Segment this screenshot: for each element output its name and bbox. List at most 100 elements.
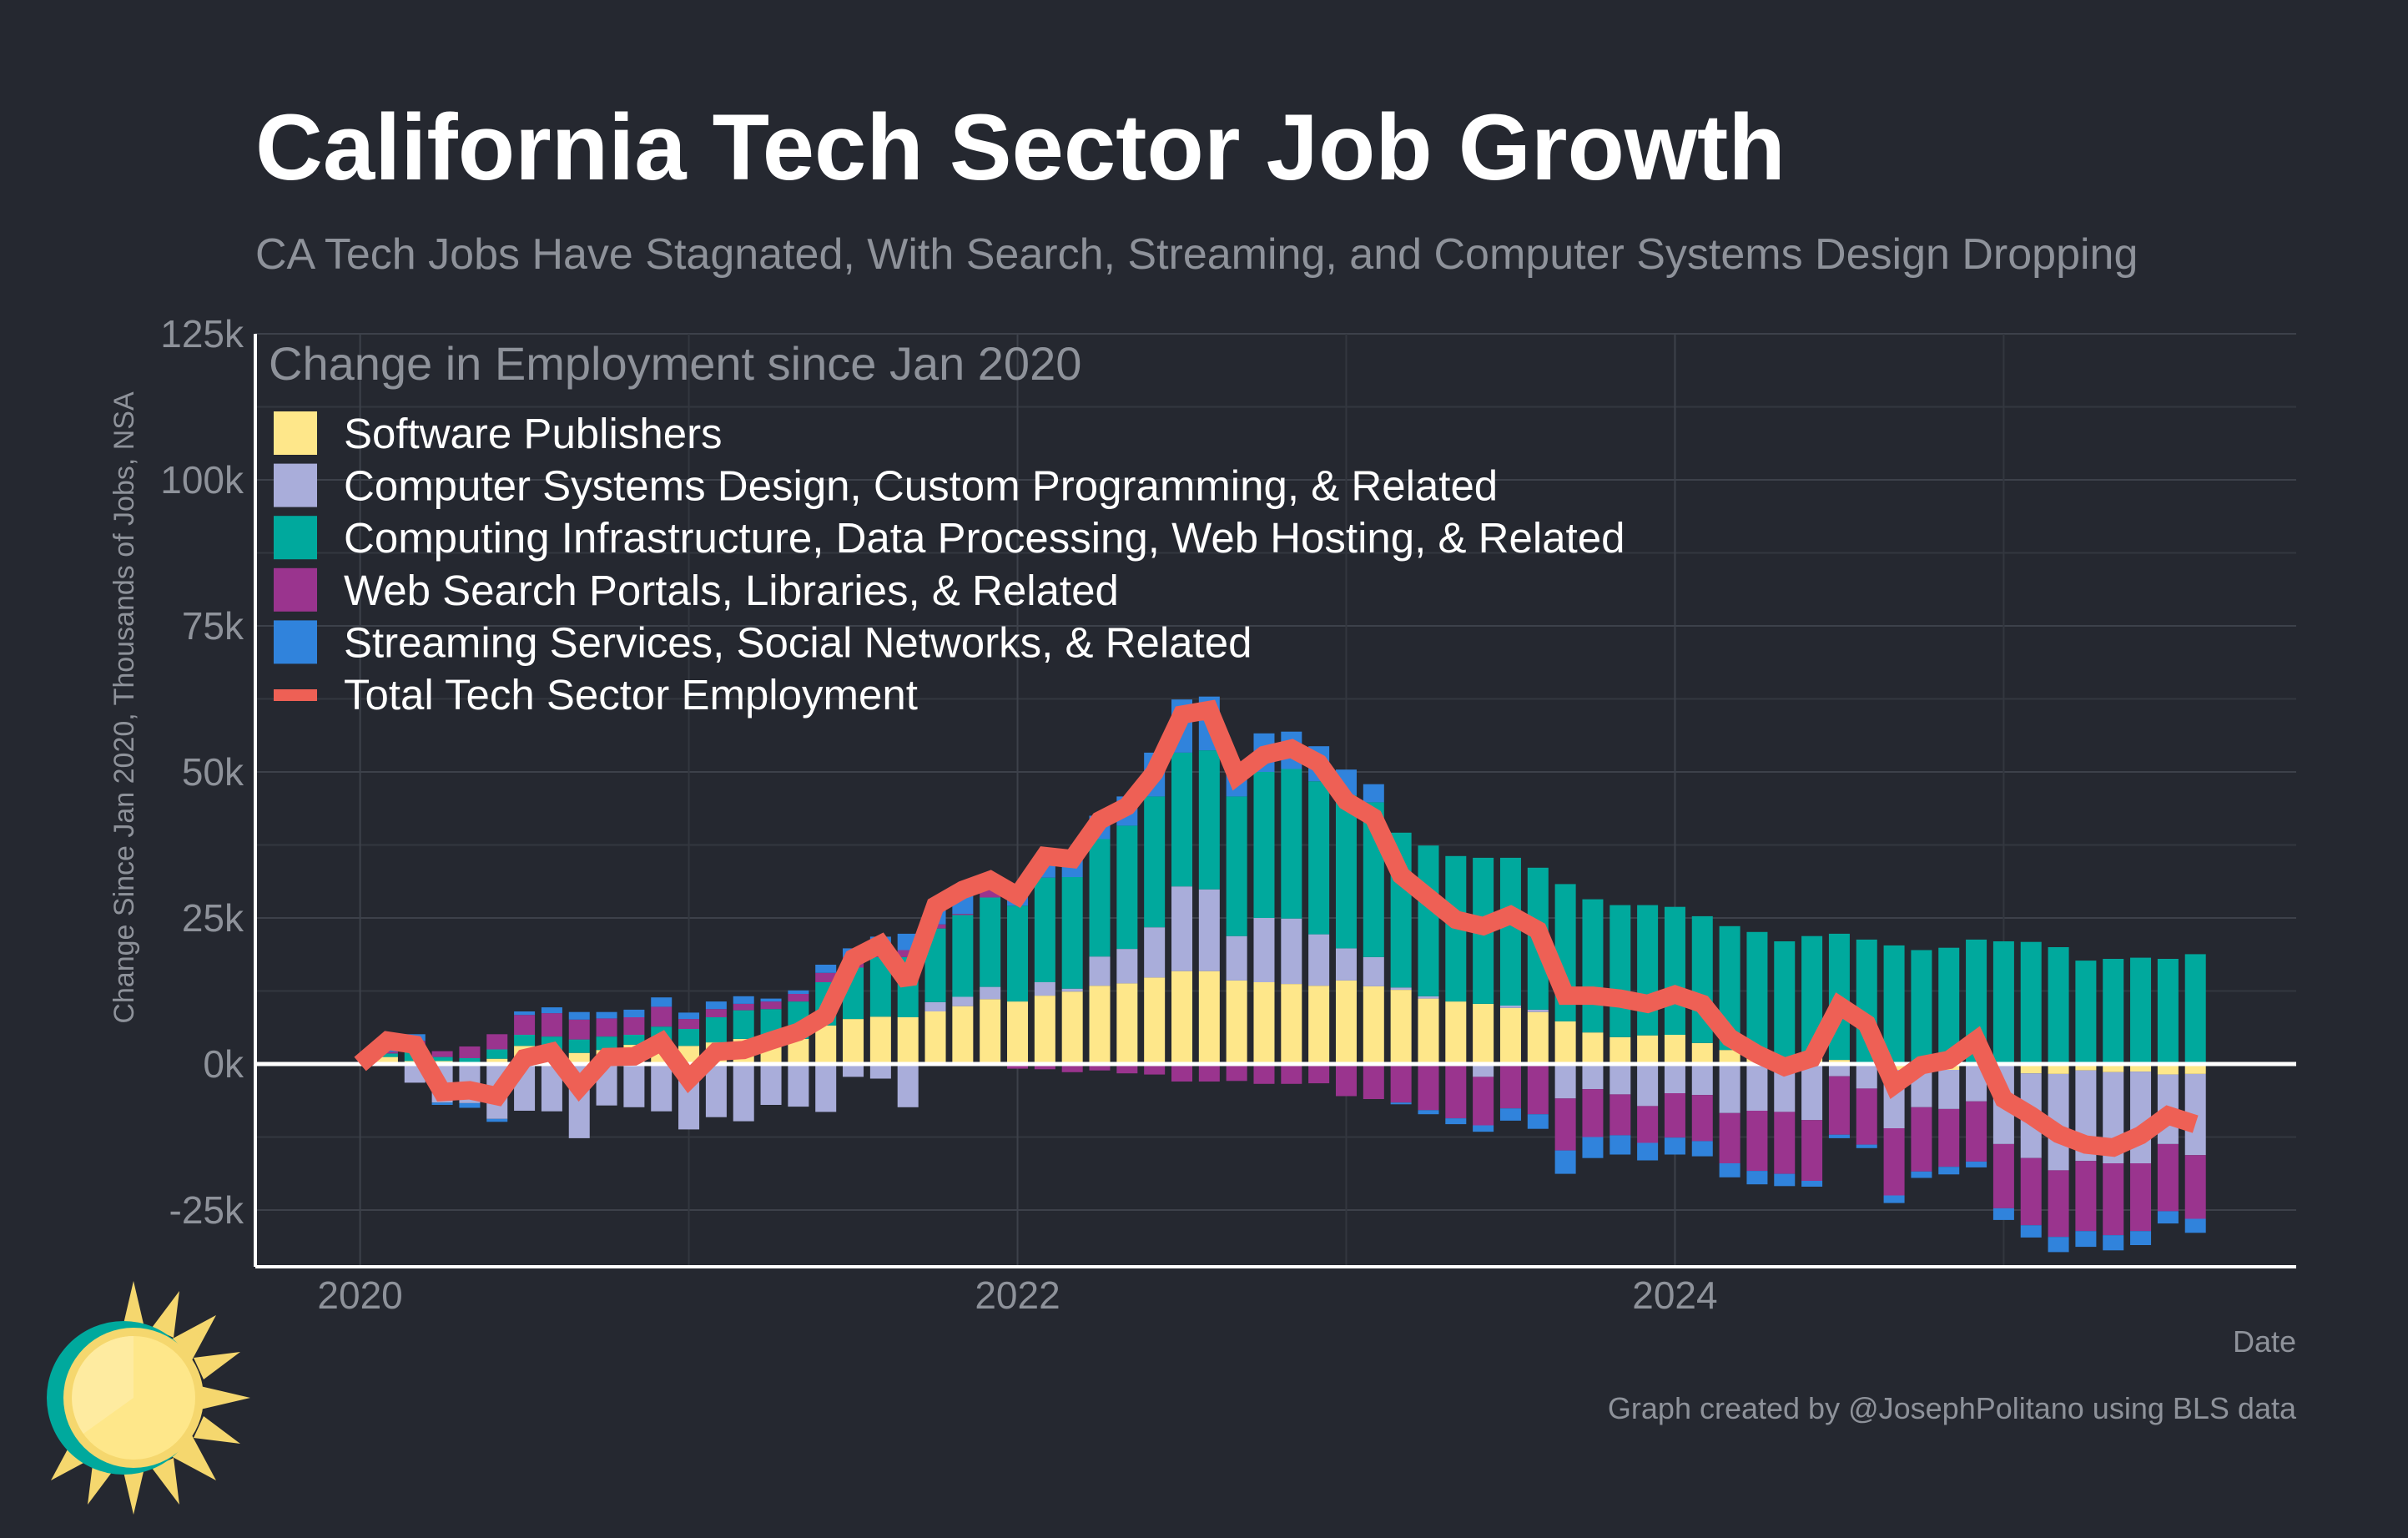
bar-infra bbox=[2048, 947, 2069, 1064]
bar-search bbox=[1992, 1143, 2014, 1208]
bar-csd bbox=[897, 1064, 919, 1107]
bar-search bbox=[788, 994, 809, 1002]
bar-csd bbox=[1746, 1064, 1768, 1111]
bar-search bbox=[1801, 1120, 1823, 1181]
bar-software bbox=[1308, 986, 1330, 1064]
bar-infra bbox=[596, 1036, 617, 1051]
bar-software bbox=[897, 1017, 919, 1064]
y-tick-label: 125k bbox=[160, 312, 244, 356]
bar-search bbox=[1061, 1064, 1083, 1072]
bar-streaming bbox=[568, 1011, 590, 1020]
bar-infra bbox=[1171, 752, 1192, 887]
x-axis-label: Date bbox=[2233, 1324, 2296, 1359]
bar-software bbox=[1527, 1011, 1549, 1064]
bar-streaming bbox=[1938, 1167, 1960, 1175]
bar-software bbox=[869, 1016, 891, 1064]
y-tick-label: 0k bbox=[203, 1042, 244, 1086]
bar-streaming bbox=[596, 1011, 617, 1019]
bar-csd bbox=[788, 1064, 809, 1107]
bar-csd bbox=[1610, 1064, 1631, 1095]
bar-software bbox=[1637, 1035, 1659, 1064]
y-tick-label: 75k bbox=[182, 604, 244, 648]
bar-streaming bbox=[1554, 1150, 1576, 1174]
bar-csd bbox=[1335, 948, 1357, 981]
bar-csd bbox=[1253, 918, 1275, 982]
bar-search bbox=[1034, 1064, 1055, 1070]
bar-software bbox=[1664, 1035, 1685, 1064]
bar-search bbox=[2157, 1143, 2179, 1212]
bar-software bbox=[1171, 971, 1192, 1064]
bar-search bbox=[1473, 1077, 1494, 1126]
bar-csd bbox=[1938, 1070, 1960, 1109]
bar-infra bbox=[2020, 941, 2042, 1064]
bar-infra bbox=[2130, 957, 2152, 1064]
bar-search bbox=[1774, 1112, 1796, 1174]
bar-streaming bbox=[1363, 784, 1384, 803]
bar-search bbox=[1664, 1093, 1685, 1138]
bar-search bbox=[1116, 1064, 1138, 1074]
bar-csd bbox=[1061, 988, 1083, 992]
x-tick-label: 2020 bbox=[317, 1273, 402, 1317]
bar-software bbox=[1719, 1050, 1741, 1064]
bar-csd bbox=[952, 996, 974, 1006]
bar-software bbox=[815, 1025, 837, 1064]
bar-search bbox=[1335, 1064, 1357, 1097]
bar-csd bbox=[815, 1064, 837, 1112]
bar-search bbox=[1719, 1112, 1741, 1163]
bar-search bbox=[541, 1013, 562, 1037]
bar-software bbox=[980, 999, 1001, 1064]
bar-csd bbox=[1554, 1064, 1576, 1099]
bar-search bbox=[459, 1046, 481, 1058]
bar-csd bbox=[1664, 1064, 1685, 1093]
bar-streaming bbox=[2130, 1231, 2152, 1245]
bar-infra bbox=[514, 1035, 536, 1046]
y-tick-label: 25k bbox=[182, 896, 244, 940]
bar-streaming bbox=[1801, 1181, 1823, 1187]
bar-streaming bbox=[2184, 1218, 2206, 1233]
bar-search bbox=[2103, 1163, 2124, 1236]
bar-infra bbox=[1144, 796, 1166, 928]
legend-swatch bbox=[274, 567, 317, 612]
bar-software bbox=[568, 1052, 590, 1064]
bar-streaming bbox=[1691, 1141, 1713, 1157]
bar-search bbox=[1582, 1089, 1604, 1137]
bar-software bbox=[1061, 991, 1083, 1064]
bar-software bbox=[2075, 1064, 2097, 1071]
bar-search bbox=[1828, 1076, 1850, 1135]
bar-software bbox=[1554, 1021, 1576, 1064]
bar-csd bbox=[1390, 987, 1412, 991]
bar-software bbox=[2130, 1064, 2152, 1072]
bar-csd bbox=[760, 1064, 782, 1105]
bar-search bbox=[1610, 1094, 1631, 1136]
bar-streaming bbox=[1527, 1114, 1549, 1129]
bar-infra bbox=[1335, 795, 1357, 949]
bar-csd bbox=[733, 1064, 754, 1122]
bar-software bbox=[2103, 1064, 2124, 1072]
bar-infra bbox=[1281, 769, 1302, 919]
bar-streaming bbox=[815, 965, 837, 973]
bar-software bbox=[1089, 986, 1111, 1064]
bar-streaming bbox=[1911, 1171, 1932, 1178]
bar-infra bbox=[623, 1035, 645, 1045]
bar-search bbox=[980, 889, 1001, 898]
bar-csd bbox=[1637, 1064, 1659, 1107]
bar-csd bbox=[1034, 982, 1055, 996]
bar-streaming bbox=[760, 998, 782, 1002]
bar-infra bbox=[678, 1029, 700, 1046]
bar-search bbox=[486, 1034, 508, 1050]
bar-infra bbox=[376, 1053, 398, 1057]
bar-software bbox=[1445, 1001, 1467, 1064]
bar-streaming bbox=[1664, 1137, 1685, 1155]
chart-title: California Tech Sector Job Growth bbox=[255, 95, 1786, 199]
bar-csd bbox=[924, 1001, 946, 1011]
bar-infra bbox=[1637, 905, 1659, 1036]
total-line bbox=[354, 699, 2199, 1157]
bar-csd bbox=[1801, 1064, 1823, 1121]
bar-streaming bbox=[1610, 1135, 1631, 1155]
bar-csd bbox=[1226, 935, 1247, 981]
bar-csd bbox=[1691, 1064, 1713, 1096]
axes bbox=[254, 334, 2296, 1268]
legend: Change in Employment since Jan 2020 Soft… bbox=[269, 337, 1625, 719]
bar-streaming bbox=[1856, 1144, 1877, 1148]
y-tick-label: 100k bbox=[160, 458, 244, 502]
